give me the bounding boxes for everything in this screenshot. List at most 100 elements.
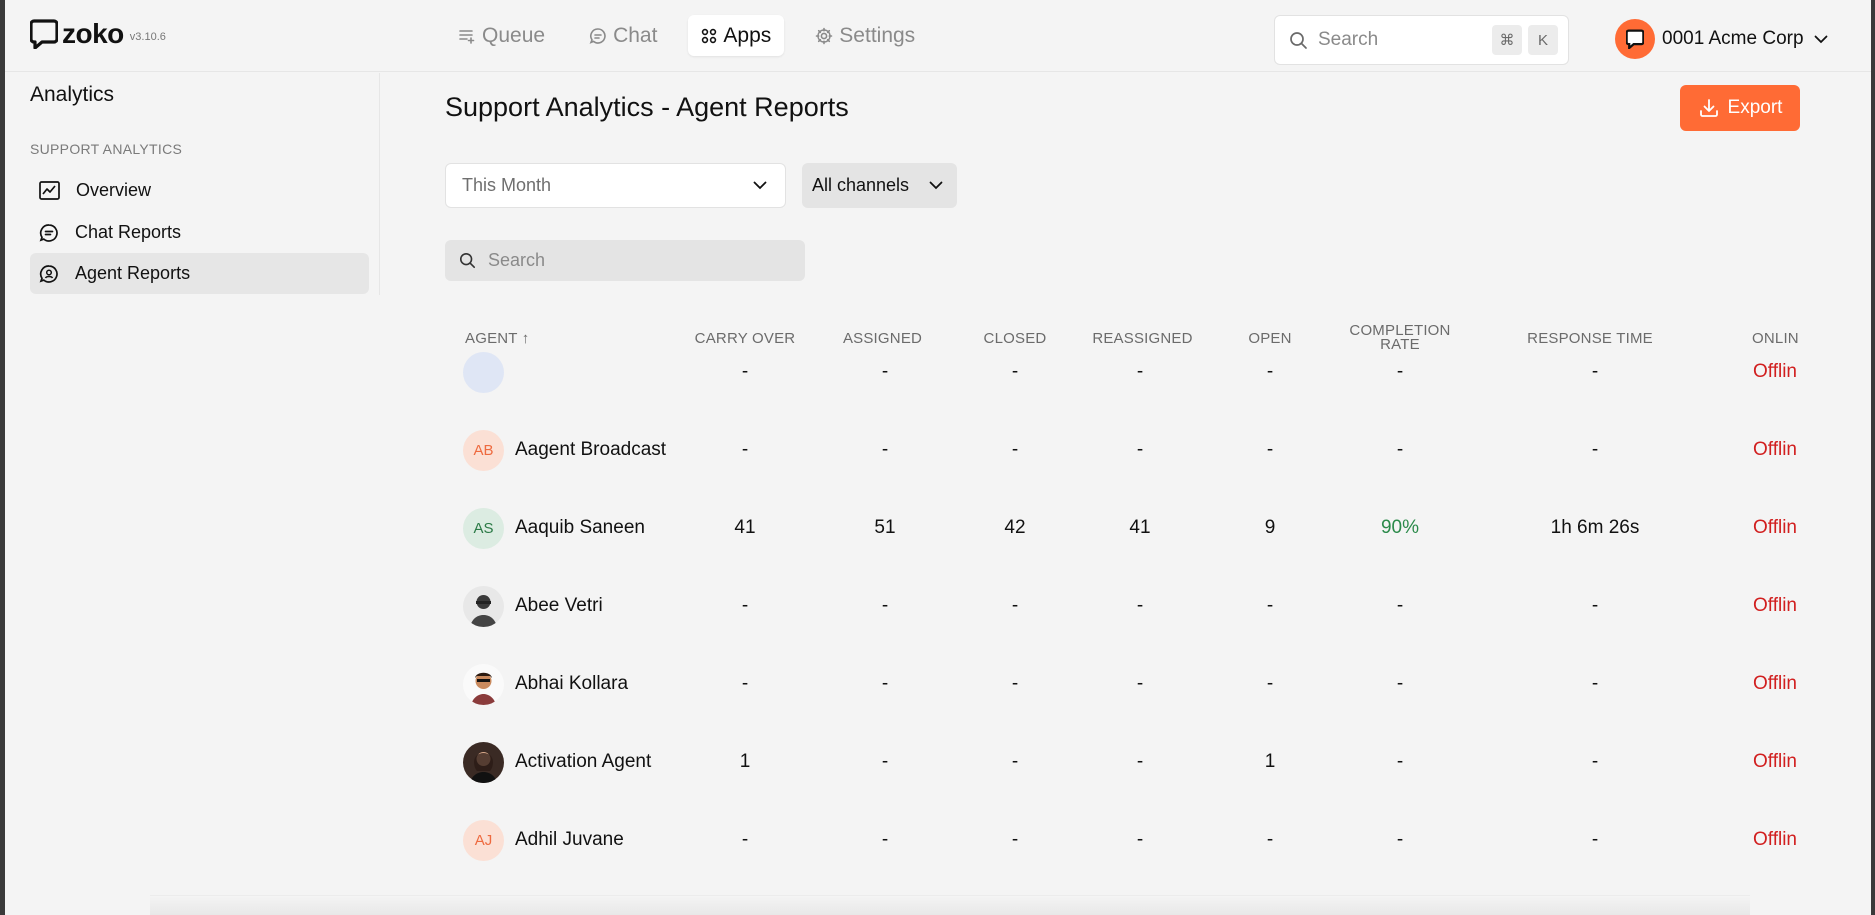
window-frame-left — [0, 0, 5, 915]
cell-completion-rate: - — [1396, 361, 1404, 382]
agent-cell — [463, 333, 683, 411]
cell-carry-over: - — [741, 829, 749, 850]
cell-completion-rate: - — [1396, 673, 1404, 694]
column-header-reassigned[interactable]: REASSIGNED — [1092, 330, 1193, 347]
cell-open: - — [1266, 829, 1274, 850]
cell-reassigned: - — [1136, 673, 1144, 694]
agent-cell: Abhai Kollara — [463, 645, 683, 723]
cell-response-time: - — [1591, 439, 1599, 460]
avatar — [463, 351, 504, 393]
cell-assigned: - — [881, 439, 889, 460]
cell-reassigned: - — [1136, 361, 1144, 382]
cell-completion-rate: - — [1396, 439, 1404, 460]
sidebar-item-agent-reports[interactable]: Agent Reports — [30, 253, 369, 294]
status-badge: Offlin — [1753, 751, 1798, 772]
sidebar-item-overview[interactable]: Overview — [30, 170, 369, 211]
period-filter-select[interactable]: This Month — [445, 163, 786, 208]
zoko-logo-icon — [30, 19, 58, 49]
table-row[interactable]: - - - - - - - Offlin — [445, 333, 1800, 411]
column-header-online[interactable]: ONLIN — [1752, 330, 1799, 347]
column-header-completion-rate[interactable]: COMPLETION RATE — [1325, 323, 1475, 353]
nav-queue-label: Queue — [482, 23, 546, 47]
cell-open: - — [1266, 673, 1274, 694]
cell-closed: - — [1011, 751, 1019, 772]
cell-reassigned: - — [1136, 751, 1144, 772]
logo-wordmark: zoko — [62, 18, 124, 49]
table-row[interactable]: AB Aagent Broadcast - - - - - - - Offlin — [445, 411, 1800, 489]
sidebar-item-chat-reports[interactable]: Chat Reports — [30, 212, 369, 253]
avatar: AS — [463, 507, 504, 549]
global-search-placeholder: Search — [1318, 29, 1379, 50]
cell-closed: - — [1011, 361, 1019, 382]
avatar — [463, 585, 504, 627]
global-search[interactable]: Search ⌘ K — [1274, 15, 1569, 65]
table-search-input[interactable]: Search — [445, 240, 805, 281]
column-header-agent[interactable]: AGENT ↑ — [465, 330, 530, 347]
agent-report-table: AGENT ↑ CARRY OVER ASSIGNED CLOSED REASS… — [445, 300, 1800, 900]
sidebar-title: Analytics — [30, 83, 115, 106]
cell-completion-rate: 90% — [1380, 517, 1420, 538]
agent-name: Aaquib Saneen — [515, 517, 645, 538]
agent-name: Abee Vetri — [515, 595, 603, 616]
table-row[interactable]: AJ Adhil Juvane - - - - - - - Offlin — [445, 801, 1800, 879]
status-badge: Offlin — [1753, 439, 1798, 460]
column-header-open[interactable]: OPEN — [1248, 330, 1292, 347]
period-filter-value: This Month — [462, 175, 552, 195]
app-logo[interactable]: zoko v3.10.6 — [30, 18, 166, 50]
chevron-down-icon — [929, 181, 943, 190]
table-row[interactable]: Abhai Kollara - - - - - - - Offlin — [445, 645, 1800, 723]
nav-apps[interactable]: Apps — [688, 15, 785, 56]
account-avatar — [1615, 19, 1655, 59]
avatar: AB — [463, 429, 504, 471]
column-header-carry-over[interactable]: CARRY OVER — [694, 330, 796, 347]
column-header-response-time[interactable]: RESPONSE TIME — [1527, 330, 1653, 347]
channel-filter-select[interactable]: All channels — [802, 163, 957, 208]
table-row[interactable]: AS Aaquib Saneen 41 51 42 41 9 90% 1h 6m 26s Offl… — [445, 489, 1800, 567]
page-title: Support Analytics - Agent Reports — [445, 92, 849, 122]
cell-closed: - — [1011, 439, 1019, 460]
cell-carry-over: 1 — [739, 751, 751, 772]
cell-reassigned: 41 — [1129, 517, 1151, 538]
nav-chat[interactable]: Chat — [576, 15, 670, 56]
cell-response-time: 1h 6m 26s — [1550, 517, 1640, 538]
cell-closed: - — [1011, 829, 1019, 850]
channel-filter-value: All channels — [812, 175, 910, 195]
agent-cell: AS Aaquib Saneen — [463, 489, 683, 567]
table-row[interactable]: Activation Agent 1 - - - 1 - - Offlin — [445, 723, 1800, 801]
window-frame-right — [1871, 0, 1875, 915]
agent-cell: Abee Vetri — [463, 567, 683, 645]
column-header-closed[interactable]: CLOSED — [983, 330, 1047, 347]
chevron-down-icon — [1814, 35, 1827, 43]
bottom-scroll-shadow — [150, 895, 1750, 915]
agent-name: Abhai Kollara — [515, 673, 629, 694]
account-switcher[interactable]: 0001 Acme Corp — [1615, 19, 1828, 59]
column-header-assigned[interactable]: ASSIGNED — [842, 330, 923, 347]
agent-report-icon — [39, 264, 58, 283]
nav-settings[interactable]: Settings — [802, 15, 928, 56]
nav-apps-label: Apps — [723, 23, 772, 47]
cell-reassigned: - — [1136, 829, 1144, 850]
cell-reassigned: - — [1136, 439, 1144, 460]
export-button[interactable]: Export — [1680, 85, 1800, 131]
column-header-completion-line2: RATE — [1380, 336, 1420, 353]
table-row[interactable]: Abee Vetri - - - - - - - Offlin — [445, 567, 1800, 645]
table-search-placeholder: Search — [488, 250, 546, 270]
cell-assigned: - — [881, 595, 889, 616]
nav-queue[interactable]: Queue — [445, 15, 558, 56]
cell-completion-rate: - — [1396, 829, 1404, 850]
cell-response-time: - — [1591, 751, 1599, 772]
cell-assigned: - — [881, 673, 889, 694]
cell-open: 9 — [1264, 517, 1276, 538]
sidebar: Analytics SUPPORT ANALYTICS Overview Cha… — [5, 73, 380, 295]
apps-icon — [702, 28, 717, 43]
shortcut-key-cmd: ⌘ — [1492, 25, 1522, 55]
cell-carry-over: - — [741, 361, 749, 382]
queue-icon — [459, 29, 475, 44]
avatar: AJ — [463, 819, 504, 861]
chat-report-icon — [39, 223, 58, 242]
export-button-label: Export — [1727, 97, 1783, 118]
cell-open: - — [1266, 595, 1274, 616]
account-name: 0001 Acme Corp — [1662, 28, 1804, 49]
gear-icon — [815, 27, 833, 44]
cell-assigned: - — [881, 829, 889, 850]
